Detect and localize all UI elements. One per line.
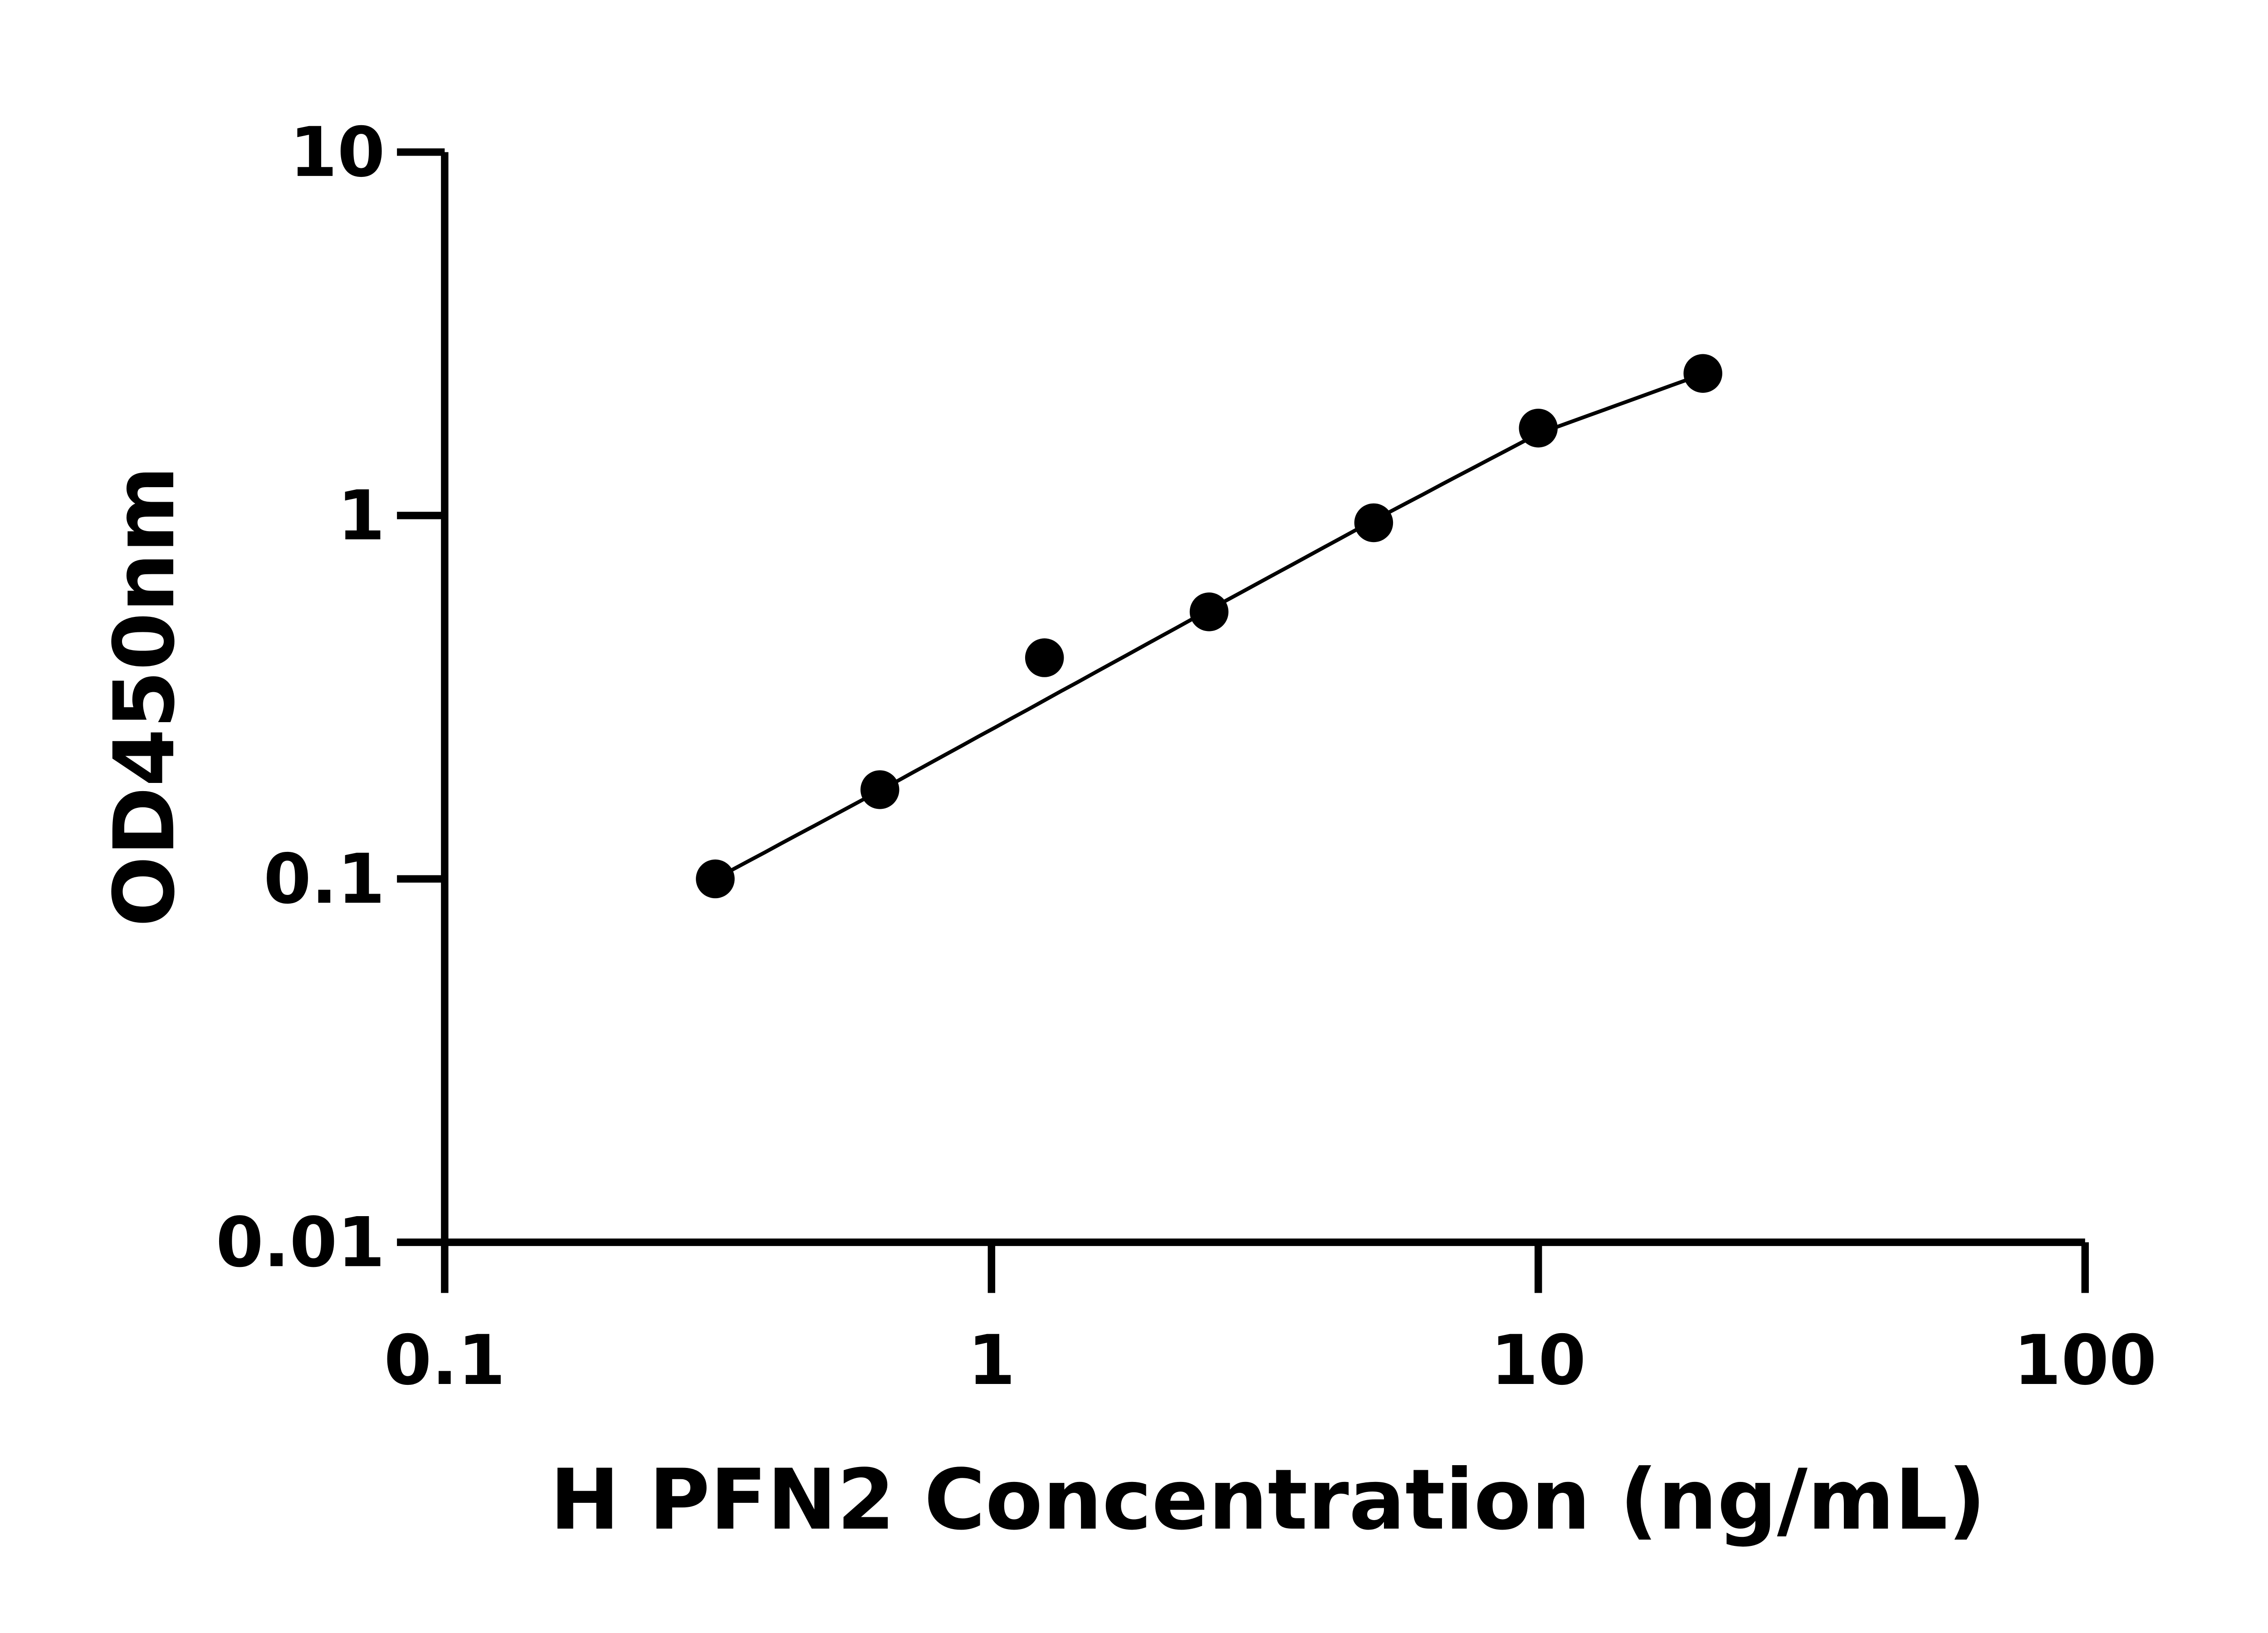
y-tick-label: 0.1 [264,839,385,919]
x-axis-label: H PFN2 Concentration (ng/mL) [550,1452,1986,1549]
x-tick-label: 0.1 [384,1320,505,1400]
x-tick-label: 10 [1491,1320,1586,1400]
axes [397,148,2089,1293]
y-axis-label: OD450nm [96,466,193,927]
data-point [860,770,899,809]
data-point [1025,638,1064,677]
y-tick-label: 10 [289,112,385,192]
y-tick-label: 1 [337,476,385,556]
data-point [1354,503,1393,543]
x-tick-label: 1 [968,1320,1015,1400]
y-tick-label: 0.01 [216,1203,385,1282]
data-points [696,354,1722,899]
data-point [696,859,735,899]
data-point [1519,408,1558,448]
data-point [1683,354,1722,393]
data-point [1189,592,1229,631]
tick-labels: 0.1 1 10 100 0.01 0.1 1 10 [216,112,2157,1400]
x-tick-label: 100 [2014,1320,2157,1400]
